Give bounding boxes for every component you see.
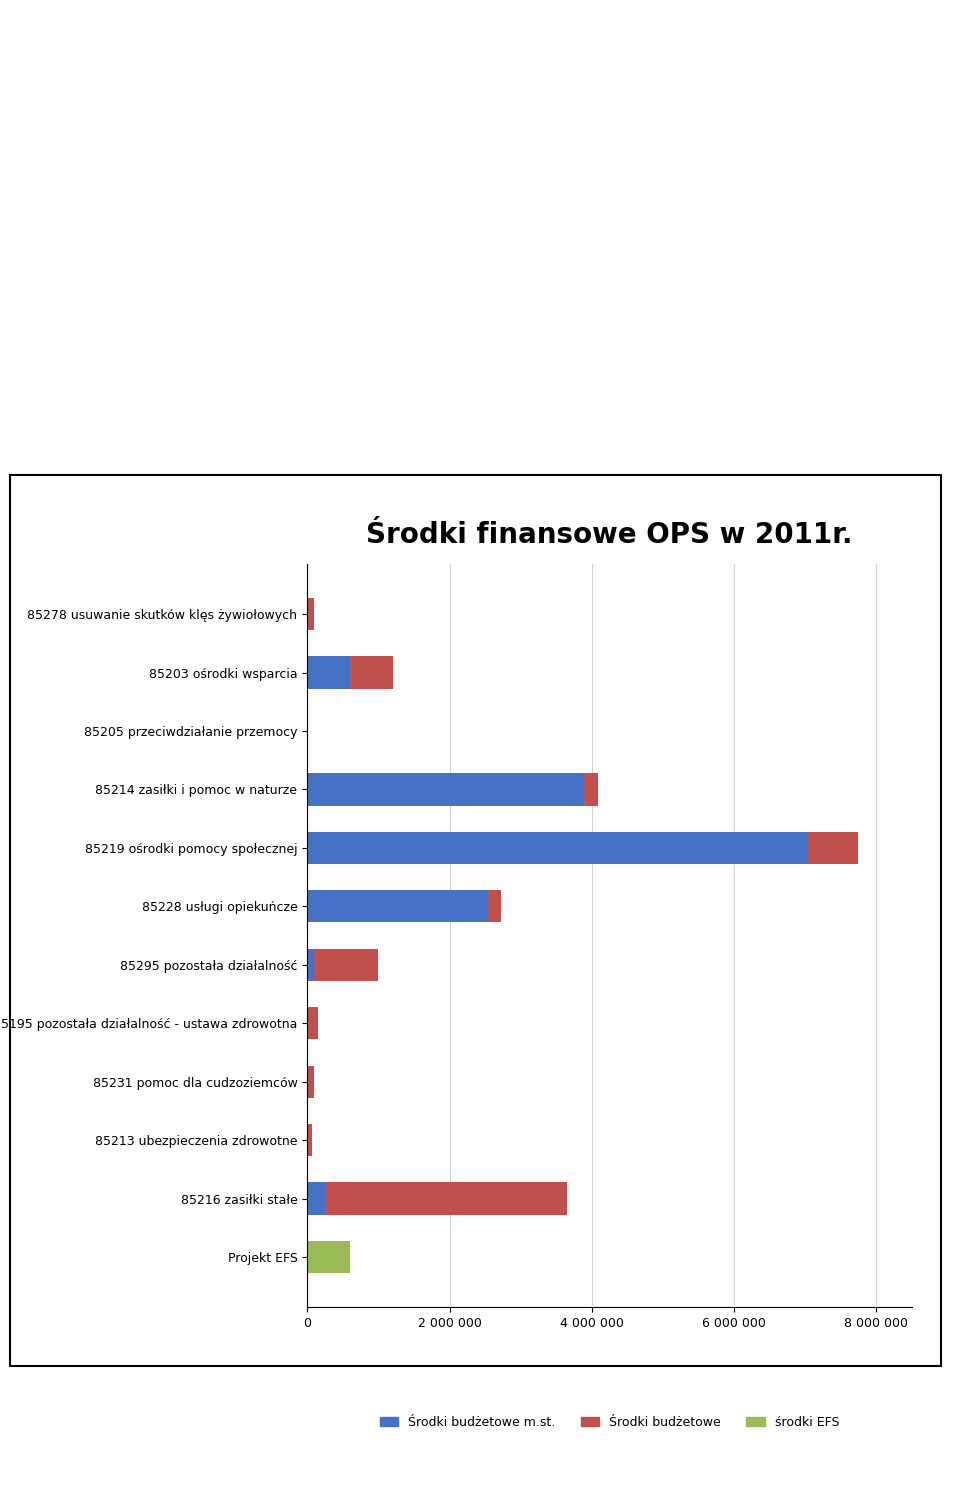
Bar [307, 774, 584, 805]
Bar [307, 891, 488, 922]
Bar [314, 949, 378, 980]
Bar [307, 1241, 349, 1273]
Bar [584, 774, 597, 805]
Bar [307, 1066, 314, 1097]
Bar [307, 1124, 312, 1157]
Bar [808, 832, 858, 864]
Bar [307, 656, 349, 689]
Bar [307, 1182, 325, 1215]
Legend: Środki budżetowe m.st., Środki budżetowe, środki EFS: Środki budżetowe m.st., Środki budżetowe… [374, 1411, 845, 1435]
Bar [307, 949, 314, 980]
Bar [488, 891, 501, 922]
Bar [307, 832, 808, 864]
Bar [325, 1182, 567, 1215]
Bar [349, 656, 393, 689]
Bar [307, 598, 314, 630]
Bar [307, 1007, 318, 1040]
Title: Środki finansowe OPS w 2011r.: Środki finansowe OPS w 2011r. [367, 521, 852, 549]
